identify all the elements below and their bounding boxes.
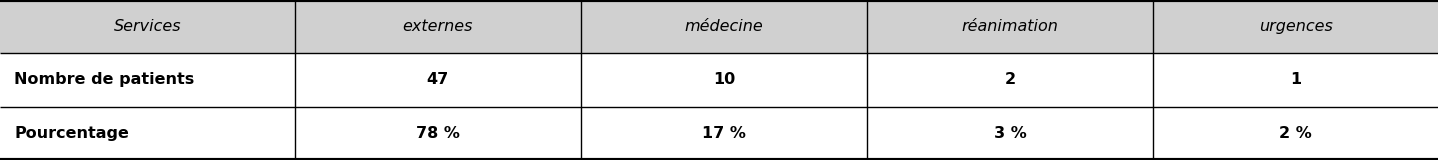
Text: 2 %: 2 % xyxy=(1280,126,1311,141)
Text: 17 %: 17 % xyxy=(702,126,746,141)
Text: 2: 2 xyxy=(1005,72,1015,88)
Bar xyxy=(0,53,1438,107)
Text: 78 %: 78 % xyxy=(416,126,460,141)
Text: externes: externes xyxy=(403,19,473,34)
Text: Pourcentage: Pourcentage xyxy=(14,126,129,141)
Text: 47: 47 xyxy=(427,72,449,88)
Bar xyxy=(0,107,1438,160)
Text: médecine: médecine xyxy=(684,19,764,34)
Text: Nombre de patients: Nombre de patients xyxy=(14,72,194,88)
Bar xyxy=(0,0,1438,53)
Text: urgences: urgences xyxy=(1258,19,1333,34)
Text: 3 %: 3 % xyxy=(994,126,1027,141)
Text: 1: 1 xyxy=(1290,72,1301,88)
Text: Services: Services xyxy=(114,19,181,34)
Text: 10: 10 xyxy=(713,72,735,88)
Text: réanimation: réanimation xyxy=(962,19,1058,34)
